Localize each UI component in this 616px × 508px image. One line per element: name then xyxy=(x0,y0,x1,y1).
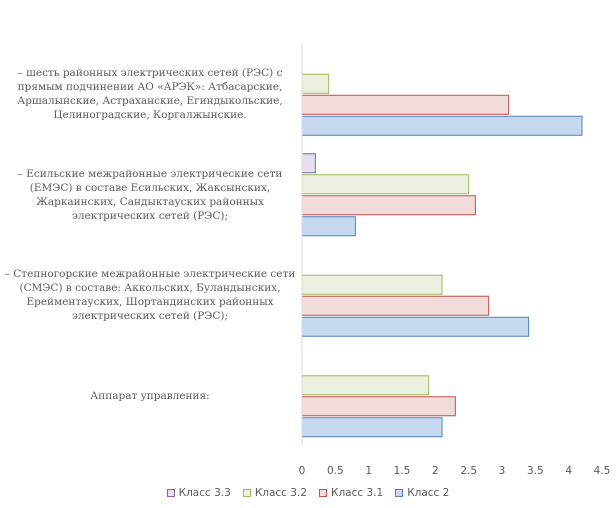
bars-group xyxy=(301,73,583,438)
category-label-line: (СМЭС) в составе: Аккольских, Буландынск… xyxy=(19,282,281,295)
bar-Класс-2-cat-0 xyxy=(301,417,443,438)
category-label-line: электрических сетей (РЭС); xyxy=(71,209,229,222)
legend: Класс 3.3 Класс 3.2 Класс 3.1 Класс 2 xyxy=(0,484,616,502)
bar-Класс-3_1-cat-0 xyxy=(301,396,456,417)
category-label: Аппарат управления: xyxy=(2,389,298,403)
x-tick-label: 2.5 xyxy=(460,465,477,477)
x-tick-label: 1 xyxy=(365,465,372,477)
bar-Класс-3_1-cat-3 xyxy=(301,94,510,115)
bar-Класс-3_2-cat-2 xyxy=(301,174,470,195)
x-tick-label: 4 xyxy=(565,465,572,477)
bar-Класс-2-cat-3 xyxy=(301,115,583,136)
legend-item: Класс 2 xyxy=(395,487,449,499)
category-label-line: Аппарат управления: xyxy=(90,389,210,402)
category-label: – шесть районных электрических сетей (РЭ… xyxy=(2,66,298,122)
legend-swatch xyxy=(319,489,327,497)
category-label-line: – шесть районных электрических сетей (РЭ… xyxy=(17,67,283,80)
x-tick-label: 3 xyxy=(499,465,506,477)
legend-label: Класс 3.3 xyxy=(178,487,231,499)
legend-swatch xyxy=(242,489,251,497)
x-tick-label: 2 xyxy=(432,465,439,477)
legend-item: Класс 3.3 xyxy=(166,487,231,499)
legend-swatch xyxy=(166,489,175,497)
legend-label: Класс 3.2 xyxy=(254,487,307,499)
category-label-line: Аршалынские, Астраханские, Егиндыкольски… xyxy=(17,95,283,108)
x-tick-label: 0.5 xyxy=(327,465,344,477)
category-label: – Степногорские межрайонные электрически… xyxy=(2,267,298,323)
category-label-line: – Степногорские межрайонные электрически… xyxy=(4,268,296,281)
bar-Класс-2-cat-1 xyxy=(301,316,530,337)
bar-Класс-3_1-cat-2 xyxy=(301,195,476,216)
x-tick-label: 1.5 xyxy=(394,465,411,477)
legend-swatch xyxy=(395,489,404,497)
bar-Класс-3_2-cat-3 xyxy=(301,73,330,94)
legend-label: Класс 3.1 xyxy=(331,487,384,499)
category-label-line: (ЕМЭС) в составе Есильских, Жаксынских, xyxy=(29,181,271,194)
x-tick-label: 0 xyxy=(299,465,306,477)
x-tick-label: 4.5 xyxy=(594,465,611,477)
category-label-line: прямым подчинении АО «АРЭК»: Атбасарские… xyxy=(17,81,283,94)
x-tick-labels: 0 0.5 1 1.5 2 2.5 3 3.5 4 4.5 xyxy=(299,465,611,477)
x-tick-label: 3.5 xyxy=(527,465,544,477)
category-label-line: электрических сетей (РЭС); xyxy=(71,310,229,323)
bar-Класс-3_3-cat-2 xyxy=(301,153,316,174)
legend-item: Класс 3.1 xyxy=(319,487,383,499)
category-label: – Есильские межрайонные электрические се… xyxy=(2,167,298,223)
category-label-line: – Есильские межрайонные электрические се… xyxy=(17,167,283,180)
bar-Класс-2-cat-2 xyxy=(301,216,356,237)
legend-item: Класс 3.2 xyxy=(242,487,307,499)
legend-label: Класс 2 xyxy=(407,487,450,499)
category-label-line: Целиноградские, Коргалжынские. xyxy=(53,109,247,122)
category-label-line: Жаркаинских, Сандыктауских районных xyxy=(36,195,264,208)
bar-Класс-3_1-cat-1 xyxy=(301,295,490,316)
bar-Класс-3_2-cat-0 xyxy=(301,375,430,396)
bar-Класс-3_2-cat-1 xyxy=(301,274,443,295)
category-label-line: Ерейментауских, Шортандинских районных xyxy=(26,296,274,309)
